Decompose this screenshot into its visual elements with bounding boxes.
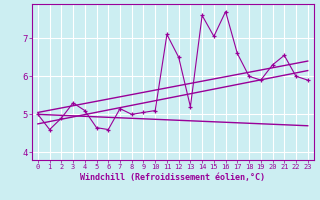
X-axis label: Windchill (Refroidissement éolien,°C): Windchill (Refroidissement éolien,°C) <box>80 173 265 182</box>
